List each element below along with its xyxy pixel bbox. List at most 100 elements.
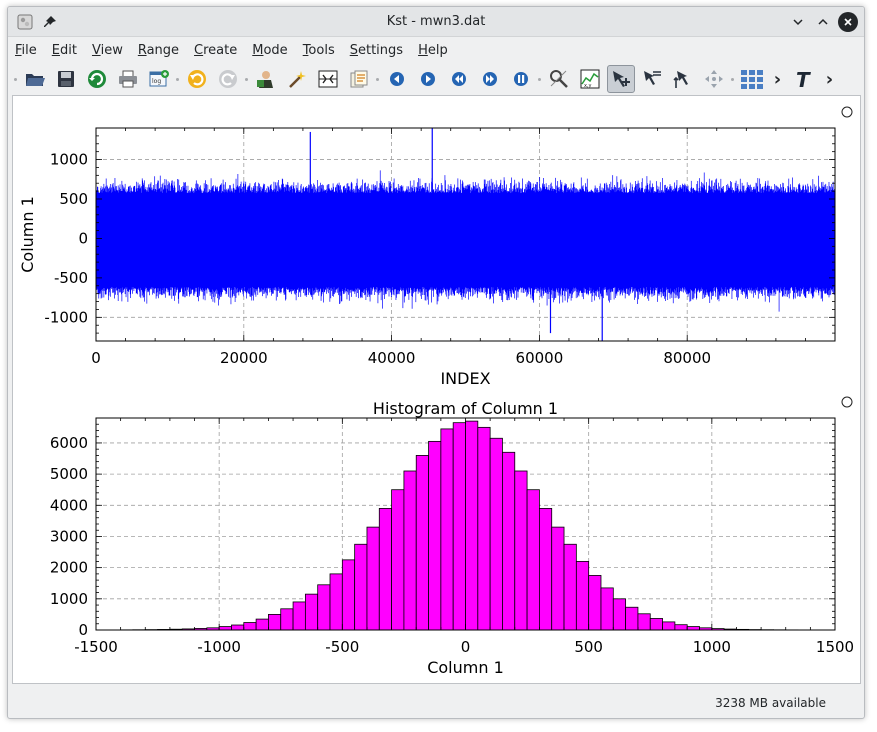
histogram-bar — [625, 606, 639, 631]
menu-tools[interactable]: Tools — [302, 42, 335, 58]
histogram-bar — [391, 489, 405, 631]
x-tick-label: -500 — [325, 638, 359, 656]
toolbar-grip[interactable] — [176, 69, 179, 89]
svg-text:log: log — [152, 78, 161, 85]
menu-settings[interactable]: Settings — [349, 42, 404, 58]
histogram-bar — [231, 624, 245, 631]
scatter-plot-button[interactable]: x,y — [576, 65, 604, 93]
plot-canvas[interactable]: 0 20000 40000 60000 80000-1000-50005001000IN… — [13, 96, 862, 685]
toolbar-grip[interactable] — [14, 69, 17, 89]
zoom-tool-button[interactable] — [545, 65, 573, 93]
reload-icon — [87, 70, 106, 88]
scatter-plot-icon: x,y — [580, 69, 599, 89]
histogram-bar — [563, 543, 577, 631]
histogram-bar — [539, 508, 553, 631]
histogram-bar — [440, 428, 454, 631]
layout-grid-button[interactable] — [738, 65, 766, 93]
change-data-button[interactable] — [314, 65, 342, 93]
save-button[interactable] — [52, 65, 80, 93]
histogram-bar — [588, 575, 602, 631]
histogram-bar — [575, 561, 590, 631]
title-bar[interactable]: Kst - mwn3.dat — [8, 7, 864, 37]
histogram-bar — [489, 437, 503, 631]
layout-mode-button[interactable] — [606, 65, 635, 93]
maximize-button[interactable] — [813, 12, 833, 32]
view-vectors-button[interactable] — [345, 65, 373, 93]
menu-edit[interactable]: Edit — [51, 42, 77, 58]
data-manager-button[interactable] — [252, 65, 280, 93]
text-tool-button[interactable]: T — [790, 65, 818, 93]
undo-button[interactable] — [183, 65, 211, 93]
plot-1-select-circle — [841, 106, 853, 118]
x-tick-label: 60000 — [516, 349, 564, 367]
y-tick-label: 6000 — [50, 434, 88, 452]
pause-button[interactable] — [507, 65, 535, 93]
export-log-button[interactable]: log — [145, 65, 173, 93]
histogram-bar — [452, 422, 466, 631]
toolbar-overflow-button-2[interactable]: › — [821, 65, 839, 93]
y-tick-label: 500 — [59, 190, 88, 208]
menu-mode[interactable]: Mode — [252, 42, 288, 58]
plot-area[interactable]: 0 20000 40000 60000 80000 -1000 -500 0 500 1000 IN… — [12, 95, 861, 684]
y-tick-label: 3000 — [50, 527, 88, 545]
reload-button[interactable] — [83, 65, 111, 93]
histogram-bar — [341, 559, 356, 631]
move-icon — [704, 70, 723, 88]
x-tick-label: -1500 — [74, 638, 118, 656]
close-button[interactable] — [838, 12, 858, 32]
histogram-bar — [243, 622, 257, 631]
histogram-bar — [551, 526, 565, 631]
data-wizard-icon — [288, 71, 306, 88]
plot-frame — [95, 127, 836, 342]
toolbar-overflow-button[interactable]: › — [769, 65, 787, 93]
menu-view[interactable]: View — [91, 42, 123, 58]
histogram-bar — [649, 618, 663, 631]
xy-zoom-button[interactable] — [638, 65, 666, 93]
histogram-bar — [514, 470, 528, 631]
svg-text:x,y: x,y — [584, 83, 592, 89]
y-tick-label: 0 — [78, 621, 88, 639]
menu-help[interactable]: Help — [418, 42, 448, 58]
y-zoom-button[interactable] — [669, 65, 697, 93]
move-button[interactable] — [700, 65, 728, 93]
y-tick-label: 0 — [78, 229, 88, 247]
y-tick-label: 4000 — [50, 496, 88, 514]
plot-2-select-circle — [841, 396, 853, 408]
rewind-button[interactable] — [445, 65, 473, 93]
histogram-bar — [304, 593, 319, 631]
histogram-bar — [526, 489, 540, 631]
plot-2: -1500 -1000 -500 0 500 1000 1500 0 1000 2000 3000 4… — [50, 399, 854, 677]
back-button[interactable] — [383, 65, 411, 93]
pause-icon — [513, 72, 528, 86]
layout-grid-icon — [740, 70, 763, 89]
menu-bar: File Edit View Range Create Mode Tools S… — [8, 38, 864, 62]
redo-button[interactable] — [214, 65, 242, 93]
menu-file[interactable]: File — [15, 42, 37, 58]
menu-range[interactable]: Range — [137, 42, 180, 58]
fast-forward-button[interactable] — [476, 65, 504, 93]
histogram-bar — [218, 626, 232, 631]
y-tick-label: -1000 — [44, 308, 88, 326]
back-icon — [389, 72, 404, 86]
pin-icon[interactable] — [42, 14, 58, 30]
xy-zoom-icon — [643, 71, 661, 85]
change-data-icon — [318, 70, 337, 88]
print-button[interactable] — [114, 65, 142, 93]
toolbar-grip[interactable] — [731, 69, 734, 89]
forward-icon — [420, 72, 435, 86]
forward-button[interactable] — [414, 65, 442, 93]
histogram-bar — [477, 426, 491, 631]
menu-create[interactable]: Create — [194, 42, 238, 58]
chevron-up-icon — [818, 18, 828, 25]
minimize-button[interactable] — [788, 12, 808, 32]
histogram-bar — [600, 587, 614, 631]
print-icon — [118, 70, 137, 88]
toolbar-grip[interactable] — [245, 69, 248, 89]
toolbar-grip[interactable] — [538, 69, 541, 89]
window-title: Kst - mwn3.dat — [386, 14, 486, 29]
open-button[interactable] — [21, 65, 49, 93]
toolbar-grip[interactable] — [376, 69, 379, 89]
data-wizard-button[interactable] — [283, 65, 311, 93]
kst-app-icon[interactable] — [17, 14, 33, 30]
main-toolbar: log — [8, 63, 864, 95]
